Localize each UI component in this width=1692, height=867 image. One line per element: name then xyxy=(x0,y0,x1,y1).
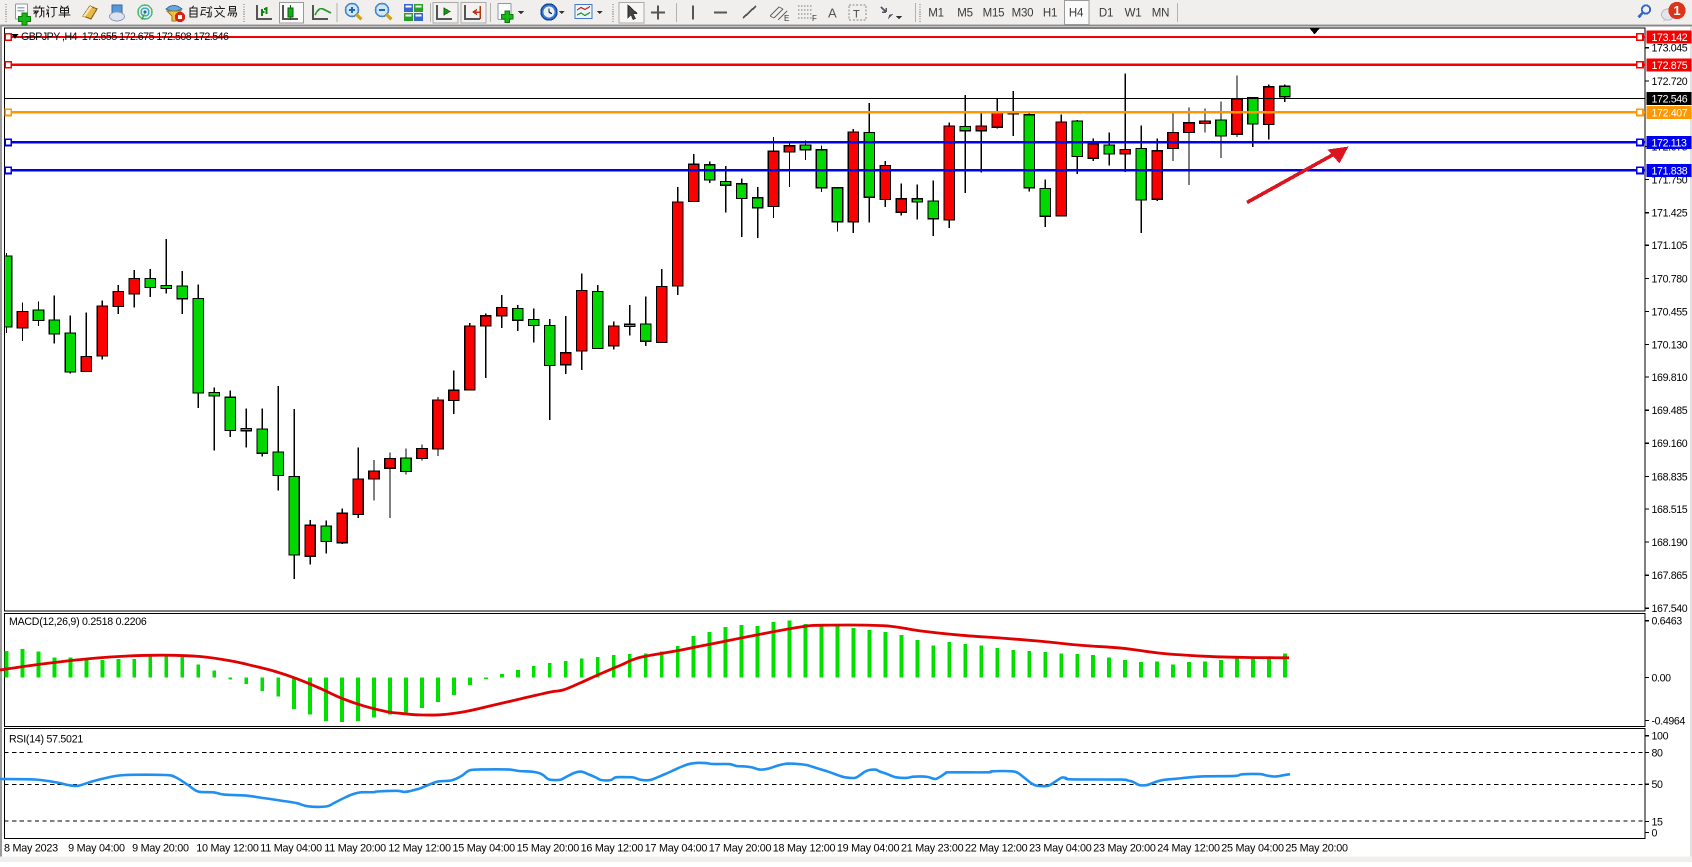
svg-text:GBPJPY ,H4 172.655 172.675 17: GBPJPY ,H4 172.655 172.675 172.508 172.5… xyxy=(21,31,229,43)
svg-text:W1: W1 xyxy=(1125,8,1142,20)
svg-text:168.515: 168.515 xyxy=(1652,504,1688,516)
svg-text:0.00: 0.00 xyxy=(1652,672,1672,684)
svg-text:16 May 12:00: 16 May 12:00 xyxy=(581,843,644,855)
svg-text:10 May 12:00: 10 May 12:00 xyxy=(196,843,259,855)
svg-text:50: 50 xyxy=(1652,779,1664,791)
svg-text:0: 0 xyxy=(1652,827,1658,839)
svg-text:H4: H4 xyxy=(1069,8,1084,20)
svg-text:170.130: 170.130 xyxy=(1652,339,1688,351)
svg-text:15 May 20:00: 15 May 20:00 xyxy=(517,843,580,855)
svg-text:171.105: 171.105 xyxy=(1652,240,1688,252)
svg-text:22 May 12:00: 22 May 12:00 xyxy=(965,843,1028,855)
svg-text:MN: MN xyxy=(1152,8,1170,20)
svg-text:18 May 12:00: 18 May 12:00 xyxy=(773,843,836,855)
svg-text:0.6463: 0.6463 xyxy=(1652,616,1683,628)
svg-text:F: F xyxy=(812,14,817,23)
svg-text:167.540: 167.540 xyxy=(1652,603,1688,615)
svg-text:11 May 04:00: 11 May 04:00 xyxy=(260,843,322,855)
svg-text:-0.4964: -0.4964 xyxy=(1652,715,1686,727)
svg-text:23 May 04:00: 23 May 04:00 xyxy=(1029,843,1092,855)
svg-text:172.407: 172.407 xyxy=(1652,107,1688,119)
svg-text:8 May 2023: 8 May 2023 xyxy=(4,843,58,855)
svg-text:MACD(12,26,9) 0.2518 0.2206: MACD(12,26,9) 0.2518 0.2206 xyxy=(9,616,147,628)
svg-text:100: 100 xyxy=(1652,731,1669,743)
svg-text:169.485: 169.485 xyxy=(1652,405,1688,417)
svg-text:172.875: 172.875 xyxy=(1652,60,1688,72)
svg-text:17 May 04:00: 17 May 04:00 xyxy=(645,843,708,855)
svg-text:172.720: 172.720 xyxy=(1652,76,1688,88)
svg-text:173.045: 173.045 xyxy=(1652,43,1688,55)
svg-text:RSI(14) 57.5021: RSI(14) 57.5021 xyxy=(9,734,83,746)
svg-text:15: 15 xyxy=(1652,816,1664,828)
svg-text:80: 80 xyxy=(1652,747,1664,759)
svg-text:17 May 20:00: 17 May 20:00 xyxy=(709,843,772,855)
svg-text:169.810: 169.810 xyxy=(1652,372,1688,384)
svg-text:169.160: 169.160 xyxy=(1652,438,1688,450)
svg-text:19 May 04:00: 19 May 04:00 xyxy=(837,843,900,855)
svg-text:24 May 12:00: 24 May 12:00 xyxy=(1157,843,1220,855)
svg-text:168.190: 168.190 xyxy=(1652,537,1688,549)
svg-text:H1: H1 xyxy=(1043,8,1057,20)
svg-text:M1: M1 xyxy=(928,8,944,20)
svg-text:M30: M30 xyxy=(1012,8,1034,20)
svg-text:171.425: 171.425 xyxy=(1652,208,1688,220)
svg-text:170.780: 170.780 xyxy=(1652,273,1688,285)
svg-text:T: T xyxy=(853,9,860,21)
svg-text:172.546: 172.546 xyxy=(1652,94,1688,106)
svg-text:171.838: 171.838 xyxy=(1652,165,1688,177)
svg-text:171.750: 171.750 xyxy=(1652,175,1688,187)
svg-text:1: 1 xyxy=(1673,3,1680,18)
svg-text:25 May 04:00: 25 May 04:00 xyxy=(1221,843,1284,855)
svg-text:168.835: 168.835 xyxy=(1652,471,1688,483)
svg-text:25 May 20:00: 25 May 20:00 xyxy=(1285,843,1348,855)
svg-text:170.455: 170.455 xyxy=(1652,306,1688,318)
svg-text:M5: M5 xyxy=(957,8,973,20)
svg-text:11 May 20:00: 11 May 20:00 xyxy=(324,843,386,855)
svg-text:D1: D1 xyxy=(1099,8,1113,20)
svg-text:9 May 20:00: 9 May 20:00 xyxy=(132,843,189,855)
svg-text:M15: M15 xyxy=(983,8,1005,20)
svg-text:167.865: 167.865 xyxy=(1652,570,1688,582)
svg-text:21 May 23:00: 21 May 23:00 xyxy=(901,843,964,855)
svg-text:23 May 20:00: 23 May 20:00 xyxy=(1093,843,1156,855)
svg-text:9 May 04:00: 9 May 04:00 xyxy=(68,843,125,855)
svg-text:172.113: 172.113 xyxy=(1652,137,1688,149)
svg-text:173.142: 173.142 xyxy=(1652,32,1688,44)
svg-text:12 May 12:00: 12 May 12:00 xyxy=(388,843,451,855)
svg-text:A: A xyxy=(828,6,837,21)
svg-text:E: E xyxy=(784,14,789,23)
svg-text:15 May 04:00: 15 May 04:00 xyxy=(453,843,516,855)
